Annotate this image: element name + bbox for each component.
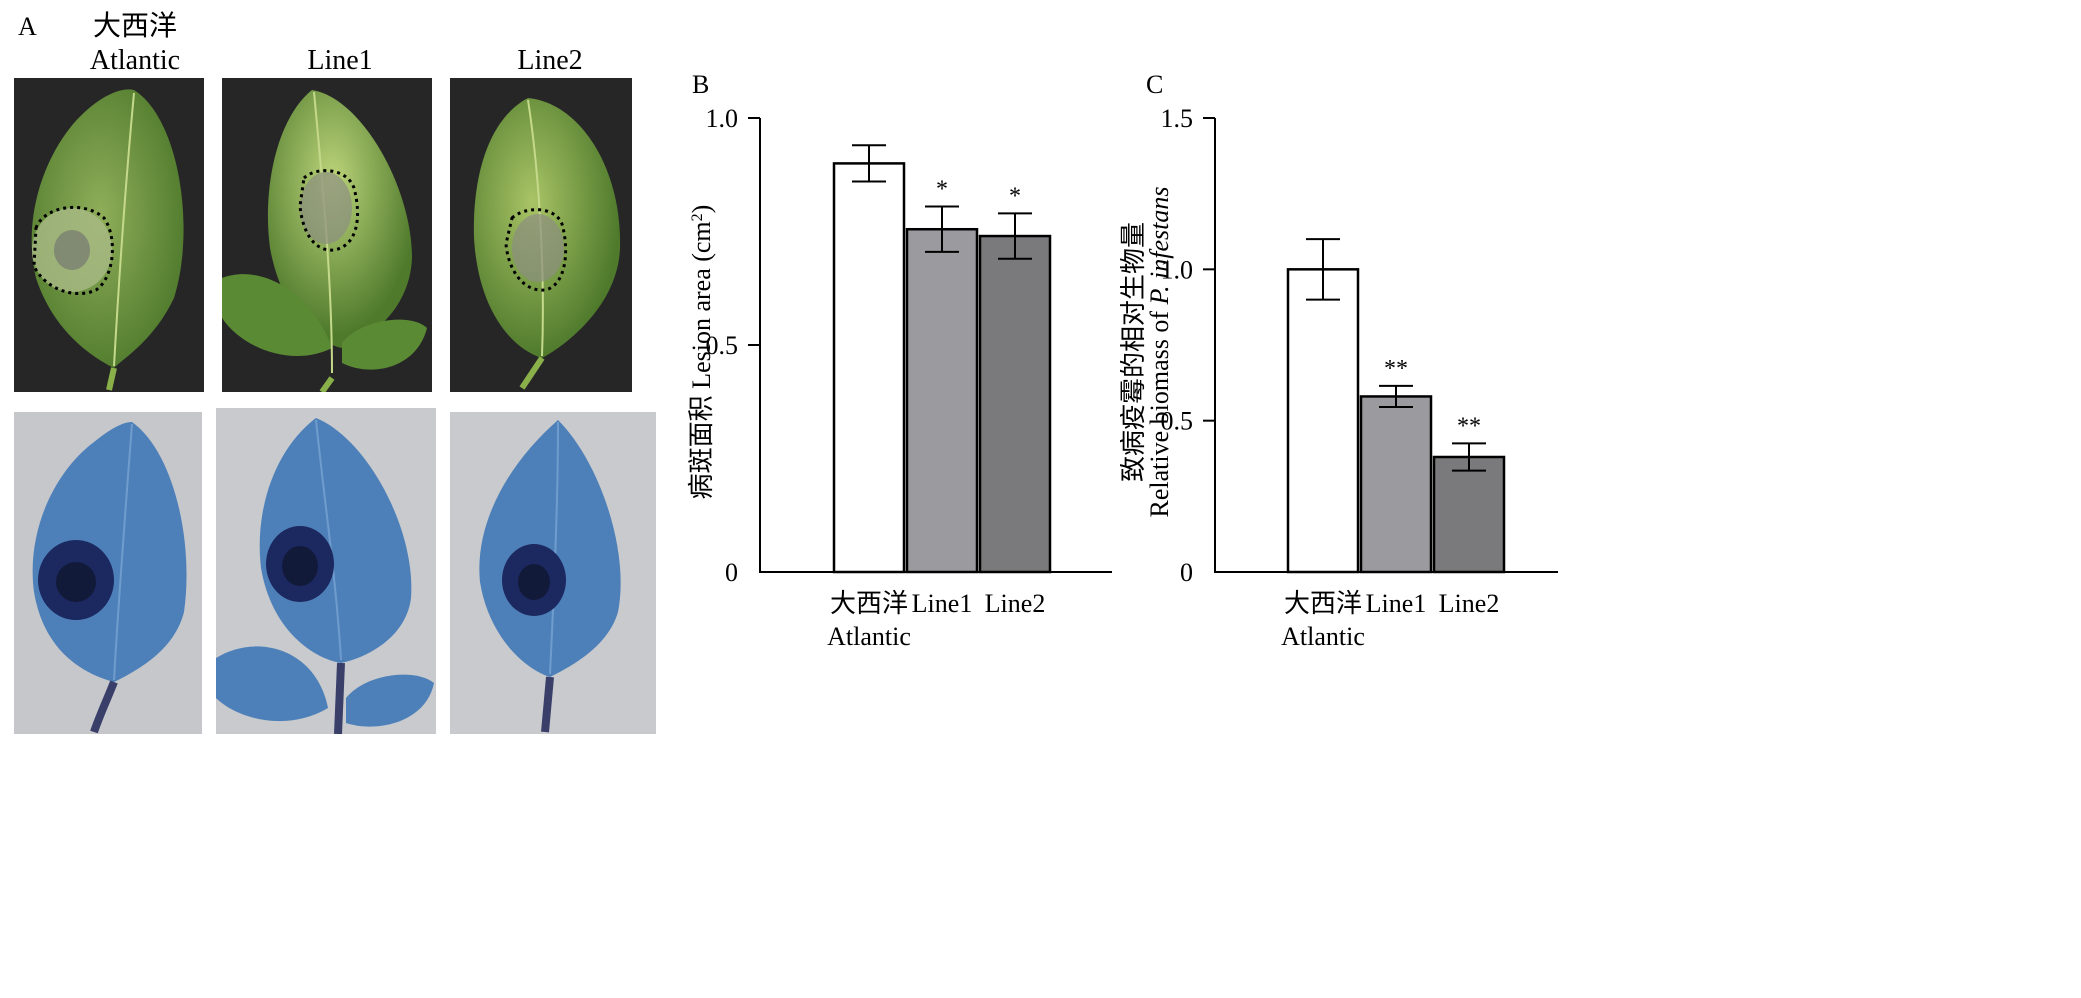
leaf-stain-line1 xyxy=(216,408,436,734)
b-error-bar-1 xyxy=(925,205,959,253)
b-y-tick-label-2: 1.0 xyxy=(706,104,739,133)
c-error-bar-2 xyxy=(1452,442,1486,472)
panel-b-y-axis-label: 病斑面积 Lesion area (cm2) xyxy=(687,205,716,500)
c-category-label-en-0: Atlantic xyxy=(1281,622,1365,651)
leaf-photo-line1-infected xyxy=(222,78,432,392)
b-category-label-en-2: Line2 xyxy=(985,589,1046,618)
c-bar-0 xyxy=(1286,268,1360,574)
panel-b-letter: B xyxy=(692,70,709,99)
panel-b-y-axis-label-sup: 2 xyxy=(689,213,706,221)
c-significance-1: ** xyxy=(1384,356,1408,382)
panel-c-y-axis-label-line1: 致病疫霉的相对生物量 xyxy=(1120,222,1148,482)
b-category-label-cn-0: 大西洋 xyxy=(830,589,908,618)
column-label-atlantic-en: Atlantic xyxy=(89,45,181,76)
panel-b-y-axis-label-close: ) xyxy=(687,205,716,214)
b-category-label-en-1: Line1 xyxy=(912,589,973,618)
b-significance-2: * xyxy=(1009,183,1021,209)
column-label-line1: Line1 xyxy=(307,45,373,76)
b-y-tick-label-0: 0 xyxy=(725,558,738,587)
b-bar-2 xyxy=(978,234,1052,574)
leaf-photo-atlantic-infected xyxy=(14,78,204,392)
c-category-label-en-1: Line1 xyxy=(1366,589,1427,618)
b-y-tick-label-1: 0.5 xyxy=(706,331,739,360)
c-category-label-en-2: Line2 xyxy=(1439,589,1500,618)
panel-a-letter: A xyxy=(18,12,37,41)
c-category-label-cn-0: 大西洋 xyxy=(1284,589,1362,618)
b-bar-1 xyxy=(905,227,979,574)
c-y-tick-label-1: 0.5 xyxy=(1161,407,1194,436)
b-bar-0 xyxy=(832,162,906,574)
c-y-tick-label-0: 0 xyxy=(1180,558,1193,587)
b-significance-1: * xyxy=(936,177,948,203)
c-error-bar-0 xyxy=(1306,238,1340,301)
column-label-atlantic-cn: 大西洋 xyxy=(92,11,177,42)
panel-c-y-axis-label-italic: P. infestans xyxy=(1145,187,1174,306)
c-error-bar-1 xyxy=(1379,384,1413,409)
panel-b-y-axis-label-en: Lesion area (cm xyxy=(687,221,716,388)
c-bar-1 xyxy=(1359,395,1433,574)
b-error-bar-2 xyxy=(998,212,1032,260)
column-label-line2: Line2 xyxy=(517,45,583,76)
b-error-bar-0 xyxy=(852,144,886,183)
column-label-atlantic: 大西洋 Atlantic xyxy=(60,10,210,78)
b-category-label-en-0: Atlantic xyxy=(827,622,911,651)
panel-c-letter: C xyxy=(1146,70,1163,99)
leaf-stain-line2 xyxy=(450,412,656,734)
leaf-stain-atlantic xyxy=(14,412,202,734)
panel-b-y-axis-label-cn: 病斑面积 xyxy=(687,395,716,499)
panel-c-y-axis-label-line2: Relative biomass of P. infestans xyxy=(1145,187,1174,518)
c-y-tick-label-2: 1.0 xyxy=(1161,255,1194,284)
panel-c-y-axis-label-prefix: Relative biomass of xyxy=(1145,304,1174,517)
c-y-tick-label-3: 1.5 xyxy=(1161,104,1194,133)
c-bar-2 xyxy=(1432,455,1506,574)
leaf-photo-line2-infected xyxy=(450,78,632,392)
c-significance-2: ** xyxy=(1457,413,1481,439)
